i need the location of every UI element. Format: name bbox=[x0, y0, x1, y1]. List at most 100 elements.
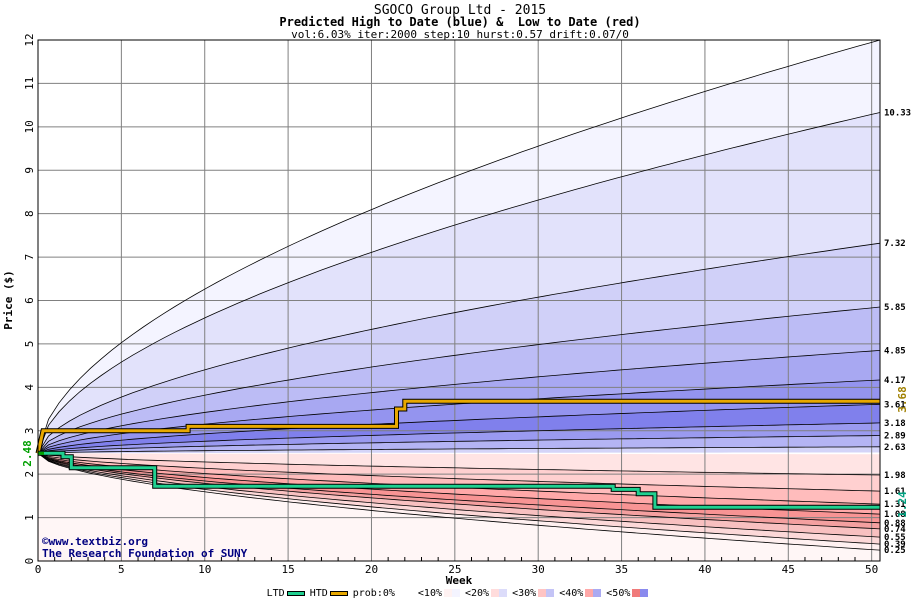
x-tick-label: 35 bbox=[615, 563, 628, 576]
axes bbox=[37, 39, 881, 562]
y-tick-label: 5 bbox=[23, 341, 36, 348]
contour-line bbox=[37, 39, 881, 454]
y-tick-label: 7 bbox=[23, 254, 36, 261]
low-band-0 bbox=[38, 453, 880, 475]
y-tick-label: 6 bbox=[23, 297, 36, 304]
legend-htd-label: HTD bbox=[309, 587, 328, 599]
legend-band-20: <20% bbox=[465, 588, 509, 599]
legend-band-50-label: <50% bbox=[606, 587, 631, 599]
x-tick-label: 30 bbox=[532, 563, 545, 576]
legend-band-10: <10% bbox=[418, 588, 462, 599]
legend-band-20-swatch bbox=[491, 589, 508, 597]
x-tick-label: 5 bbox=[118, 563, 125, 576]
low-band-1 bbox=[38, 453, 880, 492]
end-label: 5.85 bbox=[884, 303, 906, 313]
legend-band-40-swatch bbox=[585, 589, 602, 597]
contour-line bbox=[37, 452, 881, 524]
contour-line bbox=[37, 112, 881, 454]
legend-htd: HTD bbox=[310, 588, 350, 599]
x-tick-label: 15 bbox=[281, 563, 294, 576]
legend-prob-label: prob:0% bbox=[352, 587, 395, 599]
y-tick-label: 1 bbox=[23, 514, 36, 521]
high-band-9 bbox=[38, 446, 880, 454]
y-tick-label: 10 bbox=[23, 120, 36, 133]
legend-prob: prob:0% bbox=[353, 588, 415, 599]
end-label: 10.33 bbox=[884, 109, 911, 119]
start-price-label: 2.48 bbox=[20, 440, 34, 467]
ltd-line bbox=[38, 451, 880, 509]
end-label: 0.55 bbox=[884, 533, 906, 543]
end-label: 0.88 bbox=[884, 519, 906, 529]
end-label: 2.89 bbox=[884, 432, 906, 442]
last-low-label: 1.24 bbox=[895, 491, 909, 518]
y-axis-label: Price ($) bbox=[2, 270, 15, 330]
legend-htd-swatch bbox=[329, 590, 348, 596]
legend-band-40: <40% bbox=[559, 588, 603, 599]
end-label: 3.61 bbox=[884, 400, 906, 410]
legend-ltd-swatch bbox=[286, 590, 305, 596]
legend-band-40-label: <40% bbox=[559, 587, 584, 599]
legend-band-30: <30% bbox=[512, 588, 556, 599]
legend-band-10-label: <10% bbox=[417, 587, 442, 599]
y-tick-label: 3 bbox=[23, 427, 36, 434]
y-tick-label: 0 bbox=[23, 558, 36, 565]
contour-line bbox=[37, 422, 881, 454]
y-tick-label: 11 bbox=[23, 77, 36, 90]
contour-line bbox=[37, 446, 881, 454]
high-band-0 bbox=[38, 40, 880, 454]
legend-band-30-swatch bbox=[538, 589, 555, 597]
legend-band-50: <50% bbox=[606, 588, 650, 599]
low-band-7 bbox=[38, 453, 880, 545]
high-band-2 bbox=[38, 243, 880, 454]
end-label: 0.25 bbox=[884, 546, 906, 556]
low-band-5 bbox=[38, 453, 880, 529]
high-band-5 bbox=[38, 380, 880, 454]
end-label: 2.63 bbox=[884, 443, 906, 453]
y-tick-label: 12 bbox=[23, 33, 36, 46]
contour-line bbox=[37, 452, 881, 530]
y-tick-label: 4 bbox=[23, 384, 36, 391]
contour-line bbox=[37, 379, 881, 454]
legend-ltd-label: LTD bbox=[266, 587, 285, 599]
contour-line bbox=[37, 452, 881, 538]
end-label: 1.31 bbox=[884, 500, 906, 510]
end-label: 1.08 bbox=[884, 510, 906, 520]
x-tick-label: 10 bbox=[198, 563, 211, 576]
end-label: 1.61 bbox=[884, 487, 906, 497]
high-band-1 bbox=[38, 112, 880, 454]
end-label: 0.39 bbox=[884, 540, 906, 550]
x-tick-label: 20 bbox=[365, 563, 378, 576]
legend-prob-swatch bbox=[396, 589, 413, 597]
low-band-2 bbox=[38, 453, 880, 505]
end-label: 0.74 bbox=[884, 525, 906, 535]
contour-line bbox=[37, 350, 881, 454]
legend-band-20-label: <20% bbox=[465, 587, 490, 599]
x-tick-label: 45 bbox=[782, 563, 795, 576]
high-band-6 bbox=[38, 404, 880, 454]
y-tick-label: 8 bbox=[23, 210, 36, 217]
legend-band-10-swatch bbox=[444, 589, 460, 597]
high-band-8 bbox=[38, 435, 880, 454]
date-lines bbox=[35, 398, 880, 510]
x-tick-label: 25 bbox=[448, 563, 461, 576]
end-label: 4.85 bbox=[884, 346, 906, 356]
chart-parameters: vol:6.03% iter:2000 step:10 hurst:0.57 d… bbox=[291, 28, 629, 41]
end-label: 4.17 bbox=[884, 376, 906, 386]
htd-line bbox=[36, 399, 880, 454]
chart-title: SGOCO Group Ltd - 2015 bbox=[373, 3, 547, 18]
x-tick-label: 40 bbox=[698, 563, 711, 576]
y-tick-label: 2 bbox=[23, 471, 36, 478]
watermark-url: ©www.textbiz.org bbox=[42, 535, 148, 548]
low-band-tail bbox=[38, 453, 880, 561]
y-tick-label: 9 bbox=[23, 167, 36, 174]
legend-band-50-swatch bbox=[632, 589, 649, 597]
contour-line bbox=[37, 452, 881, 492]
end-label: 3.18 bbox=[884, 419, 906, 429]
end-label: 1.98 bbox=[884, 471, 906, 481]
x-axis-label: Week bbox=[446, 574, 473, 587]
low-band-8 bbox=[38, 453, 880, 551]
contour-line bbox=[37, 452, 881, 476]
x-tick-label: 50 bbox=[865, 563, 878, 576]
